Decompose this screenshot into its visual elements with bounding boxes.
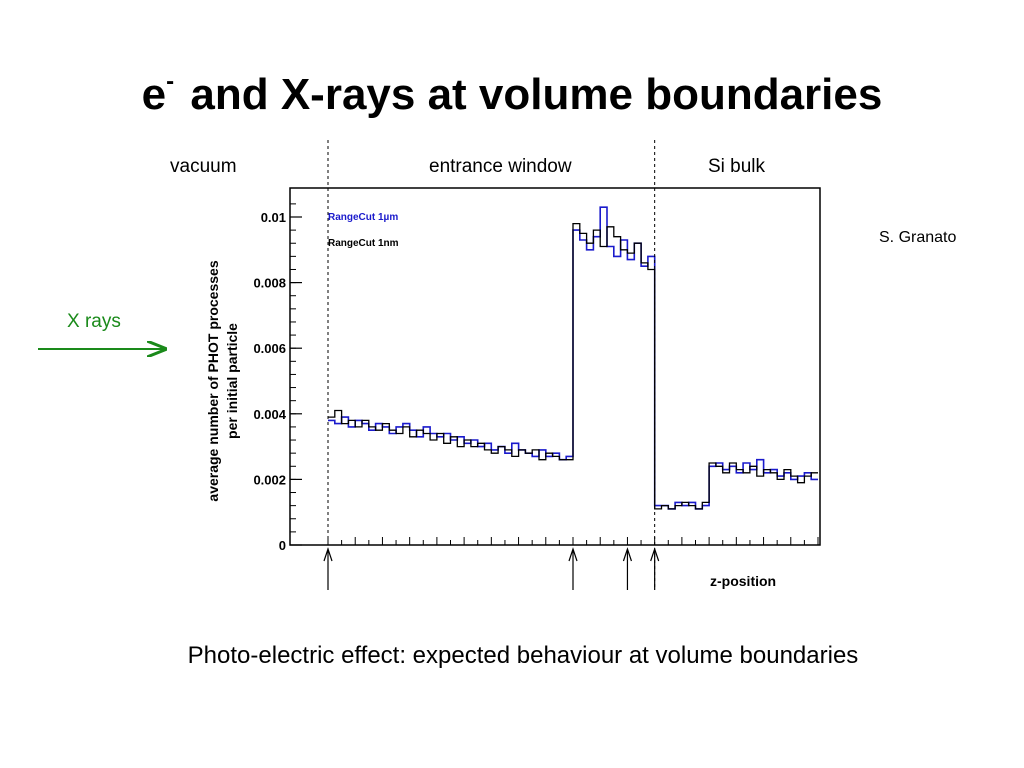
title-rest: and X-rays at volume boundaries xyxy=(190,70,883,119)
title-superscript: - xyxy=(166,68,175,95)
author-credit: S. Granato xyxy=(879,229,957,246)
y-axis-label-line-1: average number of PHOT processes xyxy=(205,260,221,501)
boundary-arrow-head xyxy=(622,547,633,562)
region-label-entrance-window: entrance window xyxy=(429,156,572,177)
plot-frame xyxy=(289,187,821,546)
boundary-arrow-head xyxy=(650,547,660,562)
y-tick-label: 0.008 xyxy=(253,276,286,291)
y-tick-label: 0.006 xyxy=(253,341,286,356)
legend-entry-rangecut-1nm: RangeCut 1nm xyxy=(328,238,399,249)
region-label-vacuum: vacuum xyxy=(170,156,237,177)
x-axis-label: z-position xyxy=(710,573,776,589)
y-tick-label: 0.002 xyxy=(253,472,286,487)
region-label-si-bulk: Si bulk xyxy=(708,156,766,177)
volume-boundaries xyxy=(327,140,656,590)
y-tick-label: 0 xyxy=(279,538,286,553)
legend: RangeCut 1µm RangeCut 1nm xyxy=(328,212,399,249)
x-axis xyxy=(327,537,819,545)
xrays-label: X rays xyxy=(67,311,121,332)
slide-title: e- and X-rays at volume boundaries xyxy=(0,68,1024,120)
series-layer xyxy=(328,206,818,510)
title-main: e xyxy=(141,70,167,119)
boundary-markers xyxy=(323,547,660,590)
boundary-arrow-head xyxy=(323,547,333,562)
y-tick-label: 0.01 xyxy=(261,210,286,225)
series-line-rangecut-1nm xyxy=(328,222,818,510)
y-axis-label-line-2: per initial particle xyxy=(224,323,240,439)
y-axis: 0 0.002 0.004 0.006 0.008 0.01 xyxy=(253,203,302,553)
y-tick-label: 0.004 xyxy=(253,407,286,422)
slide-caption: Photo-electric effect: expected behaviou… xyxy=(187,642,859,669)
boundary-arrow-head xyxy=(568,547,578,562)
legend-entry-rangecut-1um: RangeCut 1µm xyxy=(328,212,398,223)
